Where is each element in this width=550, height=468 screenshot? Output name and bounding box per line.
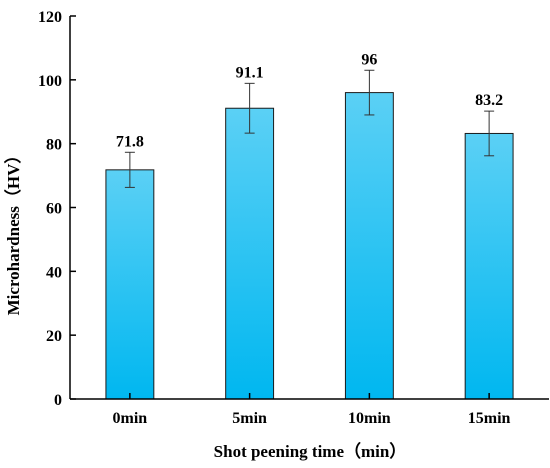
x-tick-label-5min: 5min [232,410,267,427]
data-labels: 71.8 91.1 96 83.2 [116,51,503,150]
error-bar-0min [124,151,135,188]
y-tick-label-20: 20 [46,328,62,345]
error-bar-10min [364,69,375,116]
x-tick-label-0min: 0min [113,410,148,427]
error-bar-15min [484,110,495,157]
error-bars [124,69,495,188]
bar-10min [344,92,394,400]
y-tick-label-100: 100 [38,73,62,90]
y-axis-title: Microhardness（HV） [3,147,23,316]
data-label-15min: 83.2 [475,92,503,109]
y-tick-label-40: 40 [46,264,62,281]
data-label-5min: 91.1 [236,64,264,81]
bar-15min [464,132,514,400]
data-label-0min: 71.8 [116,133,144,150]
data-label-10min: 96 [361,51,377,68]
axes: 0min 5min 10min 15min 0 20 40 60 80 100 120 [38,9,549,427]
bar-0min [105,169,155,400]
y-tick-label-60: 60 [46,201,62,218]
y-tick-label-80: 80 [46,137,62,154]
error-bar-5min [244,82,255,134]
y-tick-label-120: 120 [38,9,62,26]
y-tick-label-0: 0 [54,392,62,409]
bars [105,92,514,400]
bar-5min [225,107,275,400]
x-tick-label-10min: 10min [348,410,391,427]
x-axis-title: Shot peening time（min） [214,441,407,461]
x-tick-label-15min: 15min [468,410,511,427]
